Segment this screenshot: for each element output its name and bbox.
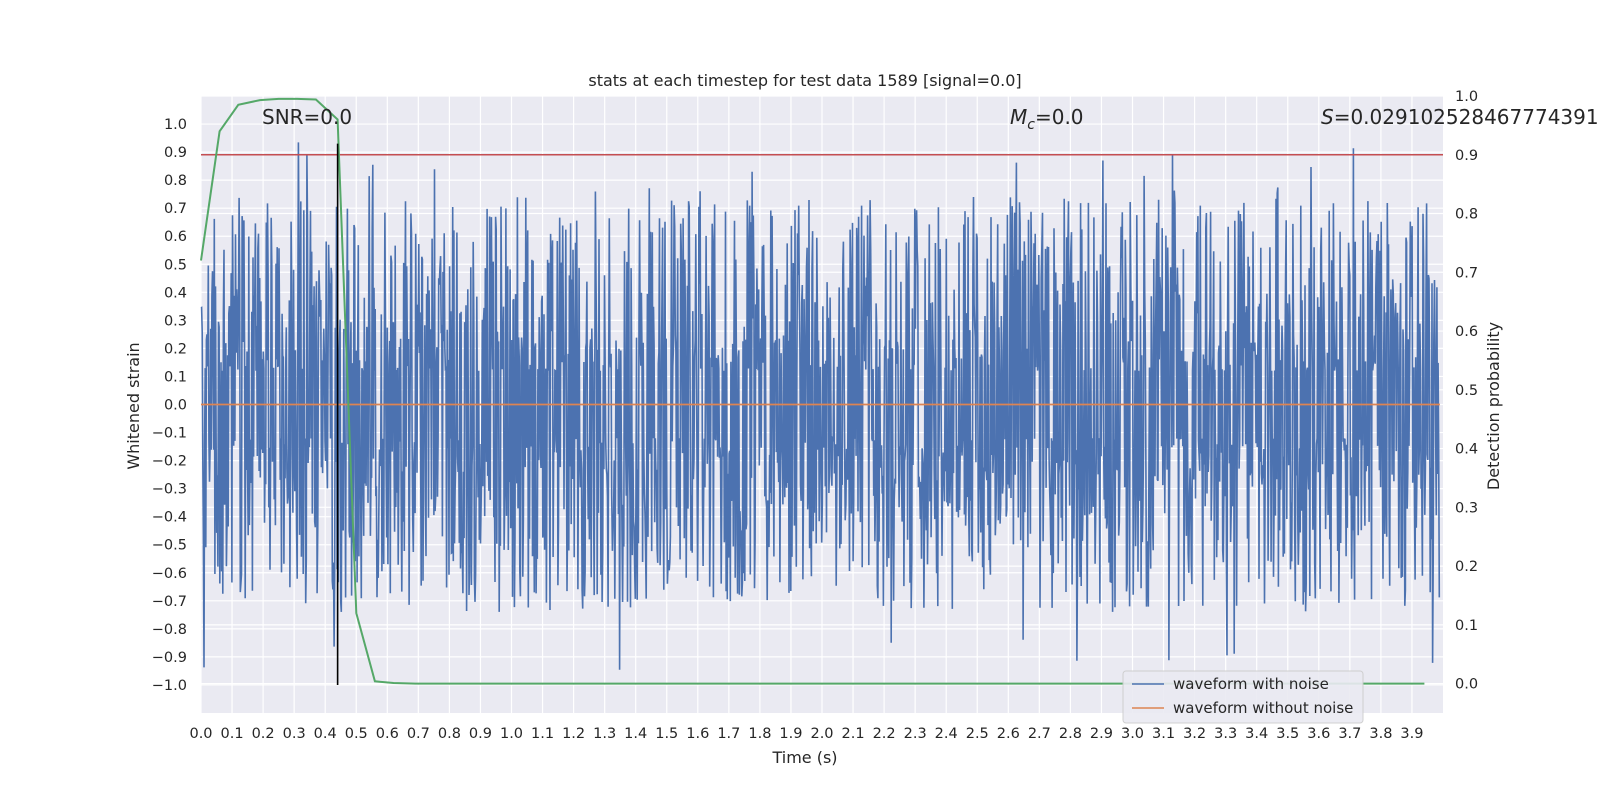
y-tick-label: −0.1: [152, 426, 187, 442]
y-tick-label: −0.4: [152, 510, 187, 526]
x-tick-label: 1.1: [531, 726, 554, 742]
x-tick-label: 0.6: [376, 726, 399, 742]
y-tick-label: −1.0: [152, 678, 187, 694]
x-tick-label: 3.3: [1214, 726, 1237, 742]
x-tick-label: 3.2: [1183, 726, 1206, 742]
y-right-axis-label: Detection probability: [1484, 322, 1503, 490]
x-tick-label: 1.6: [686, 726, 709, 742]
x-tick-label: 3.9: [1400, 726, 1423, 742]
x-tick-label: 2.2: [873, 726, 896, 742]
y-right-tick-label: 0.0: [1455, 677, 1478, 693]
x-tick-label: 3.6: [1307, 726, 1330, 742]
x-tick-label: 1.9: [779, 726, 802, 742]
y-tick-label: 0.8: [164, 173, 187, 189]
legend-label-noise: waveform with noise: [1173, 675, 1329, 693]
legend-label-clean: waveform without noise: [1173, 699, 1353, 717]
s-annotation: S=0.029102528467774391: [1321, 105, 1599, 129]
y-tick-label: −0.2: [152, 454, 187, 470]
x-tick-label: 3.8: [1369, 726, 1392, 742]
y-right-tick-label: 0.5: [1455, 383, 1478, 399]
x-tick-label: 2.6: [997, 726, 1020, 742]
y-right-tick-label: 0.4: [1455, 442, 1478, 458]
x-tick-label: 1.4: [624, 726, 647, 742]
y-right-tick-label: 0.1: [1455, 618, 1478, 634]
x-tick-label: 1.5: [655, 726, 678, 742]
chirp-mass-value: =0.0: [1035, 105, 1084, 129]
x-tick-label: 2.3: [904, 726, 927, 742]
x-tick-label: 0.2: [252, 726, 275, 742]
chart-title: stats at each timestep for test data 158…: [588, 71, 1021, 90]
legend: waveform with noise waveform without noi…: [1122, 670, 1364, 724]
x-tick-label: 1.3: [593, 726, 616, 742]
chirp-mass-annotation: Mc=0.0: [1010, 105, 1084, 133]
legend-box: [1122, 670, 1364, 724]
y-right-tick-label: 0.7: [1455, 265, 1478, 281]
x-tick-label: 0.0: [189, 726, 212, 742]
y-tick-label: 0.6: [164, 229, 187, 245]
y-right-tick-label: 0.6: [1455, 324, 1478, 340]
x-tick-label: 0.7: [407, 726, 430, 742]
x-tick-label: 1.2: [562, 726, 585, 742]
y-tick-label: −0.3: [152, 482, 187, 498]
x-tick-label: 2.1: [842, 726, 865, 742]
noise-trace: [200, 142, 1441, 670]
x-tick-label: 3.7: [1338, 726, 1361, 742]
x-tick-label: 0.4: [314, 726, 337, 742]
x-tick-label: 3.4: [1245, 726, 1268, 742]
x-tick-label: 1.8: [748, 726, 771, 742]
y-tick-label: 0.1: [164, 369, 187, 385]
x-tick-label: 0.1: [221, 726, 244, 742]
chirp-mass-symbol: M: [1010, 105, 1027, 129]
s-value: =0.029102528467774391: [1334, 105, 1599, 129]
x-tick-label: 2.4: [935, 726, 958, 742]
x-tick-label: 0.5: [345, 726, 368, 742]
series-waveform-with-noise: [200, 142, 1441, 670]
y-axis-label: Whitened strain: [124, 342, 143, 469]
y-tick-labels: −1.0 −0.9 −0.8 −0.7 −0.6 −0.5 −0.4 −0.3 −0.2 −0.1…: [152, 117, 187, 694]
y-tick-label: 0.9: [164, 145, 187, 161]
y-tick-label: 0.5: [164, 257, 187, 273]
y-tick-label: −0.8: [152, 622, 187, 638]
y-tick-label: −0.7: [152, 594, 187, 610]
x-tick-label: 0.8: [438, 726, 461, 742]
y-tick-label: −0.5: [152, 538, 187, 554]
x-tick-label: 2.9: [1090, 726, 1113, 742]
y-tick-label: −0.9: [152, 650, 187, 666]
y-tick-label: 0.2: [164, 341, 187, 357]
x-tick-label: 1.7: [717, 726, 740, 742]
y-right-tick-label: 0.8: [1455, 207, 1478, 223]
y-tick-label: 0.0: [164, 398, 187, 414]
y-right-tick-label: 0.9: [1455, 148, 1478, 164]
x-tick-label: 2.5: [966, 726, 989, 742]
s-symbol: S: [1321, 105, 1334, 129]
x-tick-label: 1.0: [500, 726, 523, 742]
x-tick-label: 2.8: [1059, 726, 1082, 742]
x-axis-label: Time (s): [771, 748, 837, 767]
x-tick-label: 3.0: [1121, 726, 1144, 742]
x-tick-labels: 0.0 0.1 0.2 0.3 0.4 0.5 0.6 0.7 0.8 0.9 1.0 1.1 1.2 1…: [189, 726, 1423, 742]
y-right-tick-labels: 0.0 0.1 0.2 0.3 0.4 0.5 0.6 0.7 0.8 0.9 1.0: [1455, 89, 1478, 693]
y-tick-label: −0.6: [152, 566, 187, 582]
chirp-mass-subscript: c: [1027, 117, 1035, 133]
y-tick-label: 0.3: [164, 313, 187, 329]
x-tick-label: 2.7: [1028, 726, 1051, 742]
y-tick-label: 0.4: [164, 285, 187, 301]
y-right-tick-label: 1.0: [1455, 89, 1478, 105]
y-tick-label: 1.0: [164, 117, 187, 133]
x-tick-label: 0.9: [469, 726, 492, 742]
y-right-tick-label: 0.2: [1455, 559, 1478, 575]
x-tick-label: 3.1: [1152, 726, 1175, 742]
y-tick-label: 0.7: [164, 201, 187, 217]
y-right-tick-label: 0.3: [1455, 500, 1478, 516]
x-tick-label: 2.0: [810, 726, 833, 742]
x-tick-label: 3.5: [1276, 726, 1299, 742]
snr-annotation: SNR=0.0: [262, 105, 352, 129]
x-tick-label: 0.3: [283, 726, 306, 742]
